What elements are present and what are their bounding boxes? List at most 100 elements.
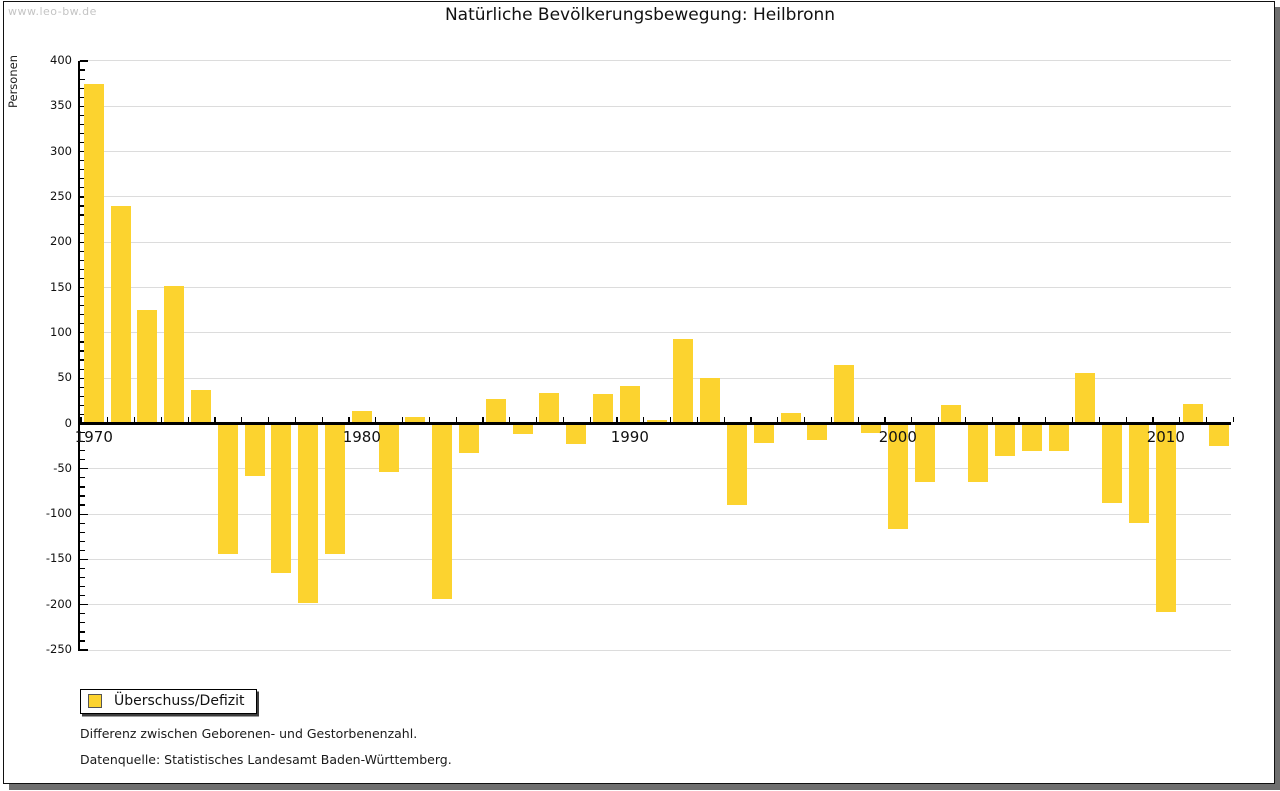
x-axis-tick	[509, 417, 511, 422]
bar	[593, 393, 613, 424]
bar	[405, 417, 426, 424]
gridline	[79, 377, 1231, 379]
y-axis-tick	[79, 132, 85, 135]
y-axis-tick	[79, 631, 85, 633]
y-axis-tick	[79, 350, 85, 352]
y-axis-tick	[79, 567, 85, 570]
x-axis-tick	[884, 417, 886, 422]
bar	[914, 423, 935, 483]
y-axis-tick	[79, 178, 85, 180]
y-axis-tick	[79, 613, 85, 615]
y-tick-label: 200	[50, 234, 72, 249]
y-tick-label: -100	[45, 506, 72, 521]
x-axis-tick	[1125, 417, 1127, 422]
gridline	[79, 649, 1231, 651]
y-axis-tick	[79, 604, 88, 606]
bar	[271, 423, 292, 574]
y-axis-tick	[79, 169, 85, 171]
note-source: Datenquelle: Statistisches Landesamt Bad…	[80, 752, 452, 767]
x-axis-tick	[402, 417, 404, 422]
y-tick-label: 0	[64, 415, 72, 430]
x-axis-tick	[670, 417, 672, 422]
bar	[887, 423, 908, 529]
bar	[1048, 423, 1069, 451]
y-axis-tick	[79, 60, 88, 62]
x-axis-tick	[134, 417, 136, 422]
y-axis-tick	[79, 558, 88, 561]
x-axis-tick	[214, 417, 216, 422]
bar	[1021, 423, 1042, 451]
x-axis-tick	[857, 417, 859, 422]
x-axis-zero-line	[78, 422, 1231, 425]
x-axis-tick	[804, 417, 806, 422]
bar	[619, 386, 640, 424]
y-tick-label: -250	[45, 642, 72, 657]
bar	[539, 392, 560, 424]
x-axis-tick	[428, 417, 430, 422]
y-axis-tick	[79, 522, 85, 524]
y-axis-tick	[79, 586, 85, 588]
y-axis-tick	[79, 187, 85, 189]
y-axis-tick	[79, 114, 85, 116]
bar	[646, 419, 667, 424]
bar	[459, 423, 479, 454]
y-tick-label: -150	[45, 551, 72, 566]
bar	[137, 310, 158, 424]
x-axis-tick	[321, 417, 323, 422]
bar	[191, 389, 211, 424]
x-axis-tick	[536, 417, 538, 422]
x-axis-tick	[589, 417, 591, 422]
y-tick-label: -50	[53, 460, 72, 475]
y-axis-tick	[79, 305, 85, 307]
y-tick-label: 400	[50, 52, 72, 67]
gridline	[79, 604, 1231, 606]
bar	[700, 378, 721, 424]
bar	[110, 205, 131, 424]
bar	[780, 412, 801, 424]
y-axis-tick	[79, 649, 88, 651]
y-axis-tick	[79, 78, 85, 80]
y-axis-tick	[79, 123, 85, 125]
y-tick-label: -200	[45, 596, 72, 611]
y-axis-label: Personen	[6, 55, 20, 109]
x-axis-tick	[1098, 417, 1100, 422]
x-axis-tick	[830, 417, 832, 422]
note-definition: Differenz zwischen Geborenen- und Gestor…	[80, 726, 418, 741]
x-tick-label: 1970	[74, 428, 113, 446]
y-axis-tick	[79, 576, 85, 579]
y-axis-tick	[79, 495, 85, 497]
y-axis-tick	[79, 332, 88, 334]
gridline	[79, 513, 1231, 515]
bar	[164, 285, 185, 424]
y-axis-tick	[79, 477, 85, 479]
y-axis-tick	[79, 241, 88, 243]
y-axis-tick	[79, 404, 85, 406]
bar	[727, 423, 747, 506]
x-axis-tick	[911, 417, 913, 422]
x-tick-label: 1990	[610, 428, 649, 446]
bar	[834, 365, 855, 424]
y-axis-tick	[79, 160, 85, 162]
y-axis-tick	[79, 395, 85, 397]
x-axis-tick	[1018, 417, 1020, 422]
bar	[566, 423, 587, 445]
x-axis-tick	[643, 417, 645, 422]
y-axis-tick	[79, 531, 85, 533]
bar	[753, 423, 774, 444]
bar	[325, 423, 345, 554]
bar	[941, 405, 962, 424]
gridline	[79, 468, 1231, 470]
bar	[807, 423, 828, 440]
gridline	[79, 60, 1231, 62]
x-axis-tick	[991, 417, 993, 422]
x-axis-tick	[562, 417, 564, 422]
legend-label: Überschuss/Defizit	[114, 693, 245, 709]
bar	[298, 423, 319, 603]
bar	[1182, 404, 1203, 424]
y-tick-label: 50	[57, 370, 72, 385]
y-tick-label: 300	[50, 143, 72, 158]
legend-swatch-icon	[88, 694, 102, 708]
x-axis-tick	[696, 417, 698, 422]
x-axis-tick	[160, 417, 162, 422]
y-axis-tick	[79, 622, 85, 624]
